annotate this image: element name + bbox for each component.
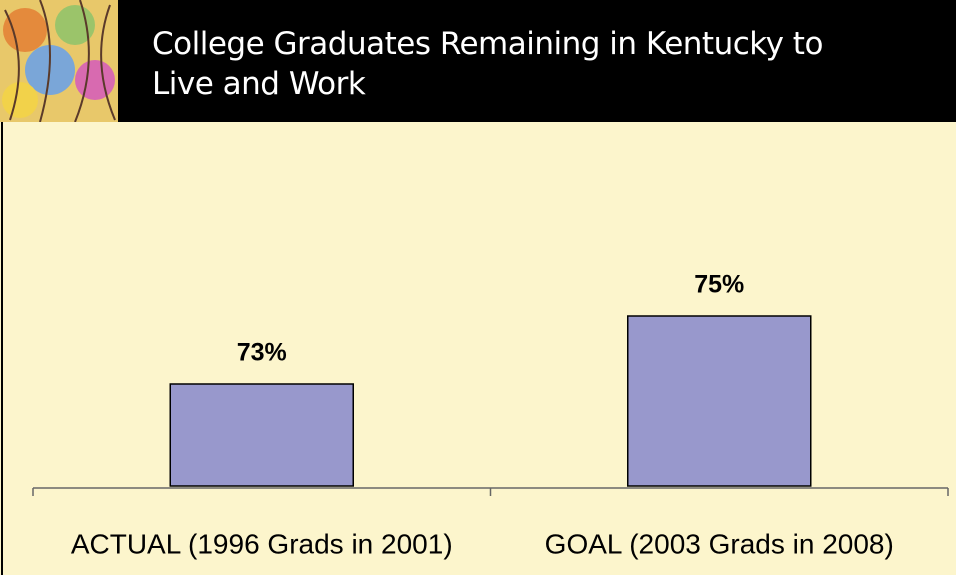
x-tick-label: ACTUAL (1996 Grads in 2001) xyxy=(71,528,453,559)
value-label: 75% xyxy=(694,271,744,299)
header: College Graduates Remaining in Kentucky … xyxy=(0,0,956,122)
chart: ACTUAL (1996 Grads in 2001) 73% GOAL (2003… xyxy=(1,122,949,575)
bar xyxy=(627,315,812,487)
bar xyxy=(169,383,354,487)
value-label: 73% xyxy=(237,339,287,367)
chart-title: College Graduates Remaining in Kentucky … xyxy=(152,26,823,102)
header-art xyxy=(0,0,118,122)
x-tick-label: GOAL (2003 Grads in 2008) xyxy=(545,528,894,559)
